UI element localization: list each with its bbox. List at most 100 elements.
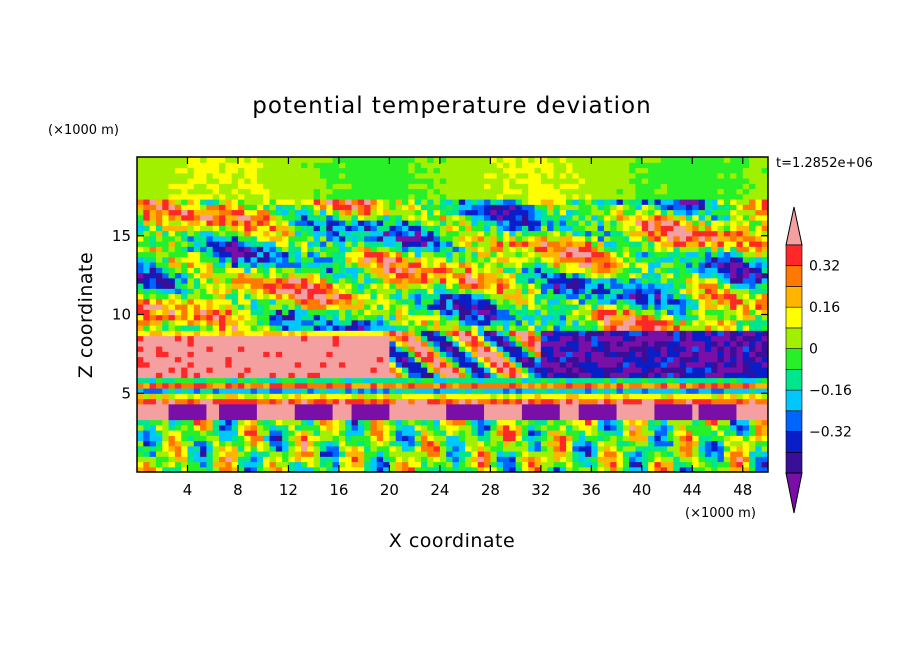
contour-cell [351,220,359,226]
contour-cell [490,325,498,331]
contour-cell [319,246,327,253]
contour-cell [509,435,517,442]
contour-cell [225,393,233,400]
contour-cell [263,235,271,242]
contour-cell [471,335,479,342]
contour-cell [174,435,182,442]
contour-cell [212,325,220,331]
contour-cell [338,288,346,295]
contour-cell [200,382,208,389]
contour-cell [433,377,441,384]
contour-cell [408,372,416,379]
contour-cell [389,256,397,263]
contour-cell [168,435,176,442]
contour-cell [376,430,384,436]
contour-cell [692,246,700,253]
contour-cell [742,451,750,457]
contour-cell [307,325,315,331]
contour-cell [477,388,485,394]
contour-cell [496,414,504,421]
contour-cell [610,388,618,394]
contour-cell [301,267,308,274]
contour-cell [275,393,283,400]
contour-cell [547,340,555,347]
contour-cell [231,241,239,247]
contour-cell [749,314,756,321]
contour-cell [736,445,744,452]
contour-cell [376,314,384,321]
contour-cell [547,466,555,472]
contour-cell [427,356,435,363]
contour-cell [383,293,390,300]
contour-cell [698,403,706,410]
contour-cell [364,288,372,295]
contour-cell [376,241,384,247]
contour-cell [433,314,441,321]
contour-cell [648,235,656,242]
contour-cell [723,367,731,373]
contour-cell [685,403,693,410]
contour-cell [332,314,340,321]
contour-cell [509,225,517,232]
contour-cell [414,440,422,447]
contour-cell [168,340,176,347]
contour-cell [332,435,340,442]
contour-cell [566,293,573,300]
contour-cell [566,256,573,263]
contour-cell [143,377,151,384]
contour-cell [414,283,422,289]
contour-cell [206,225,214,232]
contour-cell [338,361,346,368]
contour-cell [212,298,220,305]
contour-cell [162,388,170,394]
contour-cell [395,277,403,284]
contour-cell [660,283,668,289]
contour-cell [648,409,656,415]
contour-cell [383,430,390,436]
contour-cell [256,372,264,379]
contour-cell [534,388,542,394]
contour-cell [755,251,763,258]
contour-cell [692,382,700,389]
contour-cell [338,277,346,284]
contour-cell [282,340,290,347]
contour-cell [711,288,719,295]
contour-cell [389,372,397,379]
contour-cell [225,435,233,442]
contour-cell [219,435,226,442]
contour-cell [559,367,567,373]
contour-cell [540,277,548,284]
contour-cell [736,256,744,263]
contour-cell [263,293,271,300]
contour-cell [559,309,567,316]
contour-cell [749,466,756,472]
contour-cell [755,319,763,326]
contour-cell [326,330,334,337]
contour-cell [143,304,151,310]
contour-cell [717,430,725,436]
contour-cell [408,272,416,279]
contour-cell [761,304,768,310]
contour-cell [711,241,719,247]
contour-cell [635,424,643,431]
contour-cell [137,309,144,316]
contour-cell [231,351,239,358]
contour-cell [244,393,252,400]
contour-cell [471,367,479,373]
contour-cell [521,466,529,472]
contour-cell [585,340,592,347]
contour-cell [452,309,460,316]
contour-cell [433,361,441,368]
contour-cell [755,283,763,289]
contour-cell [610,288,618,295]
contour-cell [585,361,592,368]
contour-cell [540,209,548,216]
contour-cell [654,340,662,347]
contour-cell [635,388,643,394]
contour-cell [225,372,233,379]
contour-cell [244,466,252,472]
contour-cell [585,304,592,310]
contour-cell [654,388,662,394]
contour-cell [736,298,744,305]
contour-cell [439,235,447,242]
